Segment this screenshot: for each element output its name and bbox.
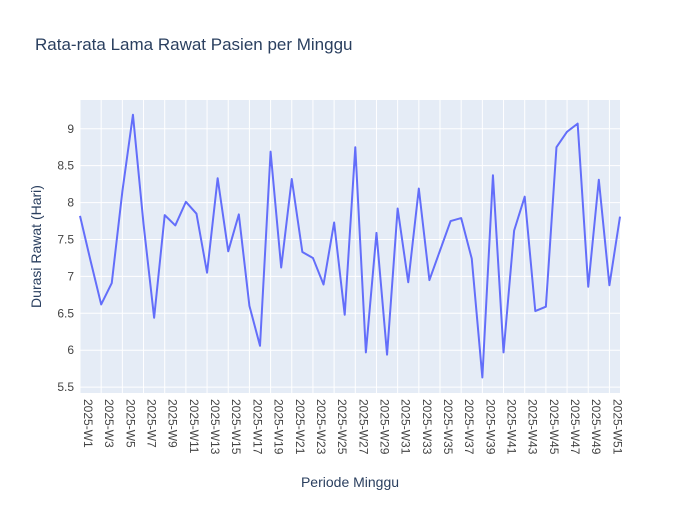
data-point	[365, 351, 367, 353]
y-tick-label: 7.5	[57, 232, 74, 246]
y-tick-label: 8	[67, 196, 74, 210]
y-tick-label: 6	[67, 343, 74, 357]
data-point	[450, 220, 452, 222]
data-point	[460, 217, 462, 219]
data-point	[619, 216, 621, 218]
y-tick-label: 8.5	[57, 159, 74, 173]
data-point	[397, 207, 399, 209]
data-point	[90, 260, 92, 262]
data-point	[407, 281, 409, 283]
x-tick-label: 2025-W19	[272, 399, 286, 455]
data-point	[492, 174, 494, 176]
data-point	[206, 272, 208, 274]
x-tick-label: 2025-W45	[547, 399, 561, 455]
data-point	[312, 257, 314, 259]
data-point	[100, 303, 102, 305]
x-tick-label: 2025-W31	[399, 399, 413, 455]
data-point	[481, 377, 483, 379]
x-gridlines	[79, 100, 610, 393]
data-point	[354, 146, 356, 148]
data-point	[301, 251, 303, 253]
x-tick-label: 2025-W43	[526, 399, 540, 455]
data-point	[153, 317, 155, 319]
data-point	[143, 223, 145, 225]
data-point	[227, 250, 229, 252]
x-tick-label: 2025-W11	[187, 399, 201, 454]
data-point	[323, 284, 325, 286]
data-point	[577, 123, 579, 125]
x-tick-label: 2025-W35	[441, 399, 455, 455]
x-tick-labels: 2025-W1 2025-W3 2025-W5 2025-W7 2025-W9 2025-…	[81, 399, 624, 455]
series-layer	[79, 113, 621, 379]
data-point	[174, 224, 176, 226]
x-tick-label: 2025-W9	[166, 399, 180, 448]
x-tick-label: 2025-W7	[145, 399, 159, 448]
data-point	[185, 201, 187, 203]
x-tick-label: 2025-W39	[483, 399, 497, 455]
x-tick-label: 2025-W49	[589, 399, 603, 455]
x-axis-title: Periode Minggu	[301, 474, 399, 490]
data-point	[524, 196, 526, 198]
data-point	[428, 279, 430, 281]
data-point	[333, 222, 335, 224]
data-point	[195, 213, 197, 215]
data-point	[132, 114, 134, 116]
x-tick-label: 2025-W21	[293, 399, 307, 455]
data-point	[248, 305, 250, 307]
data-point	[270, 151, 272, 153]
data-point	[164, 214, 166, 216]
x-tick-label: 2025-W17	[250, 399, 264, 455]
x-tick-label: 2025-W5	[123, 399, 137, 448]
data-point	[217, 177, 219, 179]
y-tick-label: 9	[67, 122, 74, 136]
y-gridlines	[80, 128, 620, 388]
data-point	[238, 213, 240, 215]
x-tick-label: 2025-W3	[102, 399, 116, 448]
data-point	[386, 354, 388, 356]
x-tick-label: 2025-W33	[420, 399, 434, 455]
x-tick-label: 2025-W1	[81, 399, 95, 448]
y-axis-title: Durasi Rawat (Hari)	[28, 185, 44, 308]
y-tick-label: 6.5	[57, 306, 74, 320]
data-point	[259, 345, 261, 347]
data-point	[608, 284, 610, 286]
data-point	[79, 215, 81, 217]
chart-title: Rata-rata Lama Rawat Pasien per Minggu	[35, 35, 353, 54]
x-tick-label: 2025-W23	[314, 399, 328, 455]
x-tick-label: 2025-W27	[356, 399, 370, 455]
x-tick-label: 2025-W41	[505, 399, 519, 455]
data-point	[566, 131, 568, 133]
data-point	[587, 286, 589, 288]
data-point	[598, 179, 600, 181]
x-tick-label: 2025-W29	[377, 399, 391, 455]
data-point	[545, 306, 547, 308]
x-tick-label: 2025-W15	[229, 399, 243, 455]
data-point	[111, 282, 113, 284]
x-tick-label: 2025-W51	[610, 399, 624, 455]
data-point	[121, 191, 123, 193]
y-tick-label: 5.5	[57, 380, 74, 394]
y-tick-labels: 5.5 6 6.5 7 7.5 8 8.5 9	[57, 122, 74, 394]
data-point	[291, 178, 293, 180]
data-point	[418, 188, 420, 190]
data-point	[471, 258, 473, 260]
data-point	[375, 232, 377, 234]
x-tick-label: 2025-W37	[462, 399, 476, 455]
x-tick-label: 2025-W13	[208, 399, 222, 455]
data-point	[513, 230, 515, 232]
data-point	[503, 351, 505, 353]
data-point	[344, 314, 346, 316]
y-tick-label: 7	[67, 269, 74, 283]
x-tick-label: 2025-W25	[335, 399, 349, 455]
data-point	[280, 267, 282, 269]
series-line	[79, 113, 621, 379]
x-tick-label: 2025-W47	[568, 399, 582, 455]
data-point	[555, 146, 557, 148]
data-point	[534, 310, 536, 312]
